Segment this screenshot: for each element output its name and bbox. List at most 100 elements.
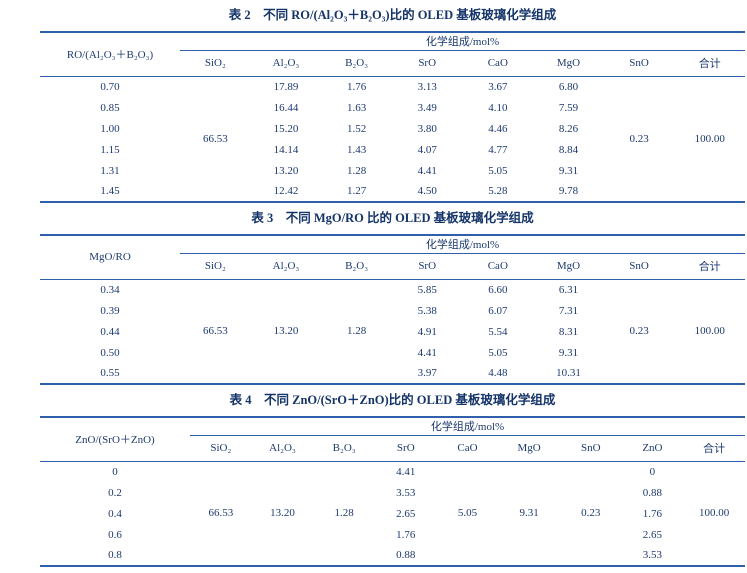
- cell-mgo: 8.31: [558, 325, 579, 338]
- col-header-mgo: MgO: [533, 50, 604, 77]
- cell-ratio: 0: [112, 465, 118, 478]
- table3-header-row1: MgO/RO 化学组成/mol%: [40, 235, 745, 280]
- cell-ratio: 0.55: [100, 367, 120, 379]
- cell-b2o3: 1.52: [346, 122, 367, 135]
- cell-zno: 3.53: [642, 549, 663, 561]
- col-header-total: 合计: [674, 50, 745, 77]
- col-header-sio2: SiO₂: [180, 253, 251, 280]
- cell-mgo: 8.84: [558, 143, 579, 156]
- table-row: 0.4 2.65 1.76: [40, 503, 745, 524]
- col-header-mgo: MgO: [498, 435, 560, 462]
- table-row: 0.34 66.53 13.20 1.28 5.85 6.60 6.31 0.2…: [40, 279, 745, 338]
- col-header-sno: SnO: [559, 435, 622, 462]
- cell-ratio: 0.44: [100, 325, 120, 338]
- table2-header-row2: SiO₂ Al₂O₃ B₂O₃ SrO CaO MgO SnO 合计: [40, 50, 745, 77]
- table2-row-header: RO/(Al₂O₃＋B₂O₃): [40, 32, 180, 77]
- cell-b2o3: 1.27: [346, 185, 367, 197]
- table-row: 0.70 66.53 17.89 1.76 3.13 3.67 6.80 0.2…: [40, 76, 745, 145]
- cell-cao: 4.77: [488, 143, 508, 156]
- cell-total-merged: 100.00: [699, 507, 730, 520]
- col-header-al2o3: Al₂O₃: [250, 50, 322, 77]
- col-header-sro: SrO: [391, 253, 463, 280]
- cell-cao: 4.48: [488, 367, 508, 379]
- table3-row-header: MgO/RO: [40, 235, 180, 280]
- cell-mgo: 9.78: [558, 185, 579, 197]
- cell-cao: 3.67: [488, 80, 508, 93]
- cell-sro: 3.49: [417, 101, 437, 114]
- cell-sro: 4.50: [417, 185, 437, 197]
- cell-sro: 3.97: [417, 367, 437, 379]
- cell-sro: 3.53: [396, 486, 416, 499]
- cell-al2o3: 16.44: [273, 101, 299, 114]
- cell-ratio: 0.34: [100, 283, 120, 296]
- cell-zno: 2.65: [642, 528, 663, 541]
- table-row: 0.39 5.38 6.07 7.31: [40, 300, 745, 321]
- table-row: 0.8 0.88 3.53: [40, 545, 745, 566]
- col-header-al2o3: Al₂O₃: [250, 253, 322, 280]
- table2-header-row1: RO/(Al₂O₃＋B₂O₃) 化学组成/mol%: [40, 32, 745, 77]
- cell-mgo: 10.31: [556, 367, 581, 379]
- cell-sno-merged: 0.23: [581, 507, 601, 520]
- cell-b2o3: 1.76: [346, 80, 367, 93]
- cell-total-merged: 100.00: [694, 132, 725, 145]
- table-row: 1.15 14.14 1.43 4.07 4.77 8.84: [40, 139, 745, 160]
- table4-row-header: ZnO/(SrO＋ZnO): [40, 417, 190, 462]
- table2-composition-header: 化学组成/mol%: [180, 32, 745, 51]
- cell-zno: 0: [649, 465, 656, 478]
- cell-cao: 5.28: [488, 185, 508, 197]
- cell-mgo: 6.80: [558, 80, 579, 93]
- cell-sno-merged: 0.23: [629, 325, 649, 338]
- cell-b2o3: 1.43: [346, 143, 367, 156]
- table-row: 1.00 15.20 1.52 3.80 4.46 8.26: [40, 118, 745, 139]
- col-header-b2o3: B₂O₃: [321, 50, 392, 77]
- cell-sro: 4.41: [396, 465, 416, 478]
- cell-b2o3-merged: 1.28: [346, 325, 367, 338]
- col-header-al2o3: Al₂O₃: [251, 435, 314, 462]
- table3-header-row2: SiO₂ Al₂O₃ B₂O₃ SrO CaO MgO SnO 合计: [40, 253, 745, 280]
- col-header-mgo: MgO: [533, 253, 604, 280]
- cell-cao-merged: 5.05: [457, 507, 478, 520]
- col-header-zno: ZnO: [621, 435, 684, 462]
- table2-title: 表 2 不同 RO/(Al₂O₃＋B₂O₃)比的 OLED 基板玻璃化学组成: [228, 8, 557, 22]
- col-header-b2o3: B₂O₃: [313, 435, 375, 462]
- table3-composition-header: 化学组成/mol%: [180, 235, 745, 254]
- cell-al2o3: 17.89: [273, 80, 299, 93]
- col-header-cao: CaO: [462, 253, 534, 280]
- cell-b2o3: 1.63: [346, 101, 367, 114]
- cell-cao: 6.60: [488, 283, 508, 296]
- cell-mgo: 8.26: [558, 122, 579, 135]
- cell-sro: 4.41: [417, 164, 437, 177]
- cell-cao: 5.54: [488, 325, 508, 338]
- cell-al2o3: 15.20: [273, 122, 299, 135]
- col-header-sro: SrO: [391, 50, 463, 77]
- cell-ratio: 1.15: [100, 143, 120, 156]
- cell-sro: 4.91: [417, 325, 437, 338]
- cell-sno-merged: 0.23: [629, 132, 649, 145]
- cell-cao: 6.07: [488, 304, 508, 317]
- table4: ZnO/(SrO＋ZnO) 化学组成/mol% SiO₂ Al₂O₃ B₂O₃ …: [40, 416, 745, 567]
- cell-mgo: 9.31: [558, 164, 579, 177]
- col-header-total: 合计: [683, 435, 745, 462]
- cell-cao: 5.05: [488, 164, 508, 177]
- cell-sro: 4.41: [417, 346, 437, 359]
- cell-mgo-merged: 9.31: [519, 507, 539, 520]
- col-header-total: 合计: [674, 253, 745, 280]
- col-header-sno: SnO: [603, 253, 675, 280]
- col-header-sro: SrO: [374, 435, 437, 462]
- cell-ratio: 1.45: [100, 185, 120, 197]
- cell-ratio: 0.85: [100, 101, 120, 114]
- table4-header-row2: SiO₂ Al₂O₃ B₂O₃ SrO CaO MgO SnO ZnO 合计: [40, 435, 745, 462]
- cell-ratio: 0.8: [108, 549, 122, 561]
- cell-sio2-merged: 66.53: [202, 132, 228, 145]
- cell-ratio: 0.70: [100, 80, 120, 93]
- table4-title: 表 4 不同 ZnO/(SrO＋ZnO)比的 OLED 基板玻璃化学组成: [229, 393, 556, 407]
- table-row: 0.44 4.91 5.54 8.31: [40, 321, 745, 342]
- cell-al2o3-merged: 13.20: [270, 507, 295, 520]
- table3-title: 表 3 不同 MgO/RO 比的 OLED 基板玻璃化学组成: [251, 211, 534, 225]
- table-row: 1.45 12.42 1.27 4.50 5.28 9.78: [40, 181, 745, 202]
- cell-mgo: 7.31: [558, 304, 579, 317]
- table-row: 1.31 13.20 1.28 4.41 5.05 9.31: [40, 160, 745, 181]
- cell-ratio: 0.6: [108, 528, 122, 541]
- cell-ratio: 0.4: [108, 507, 122, 520]
